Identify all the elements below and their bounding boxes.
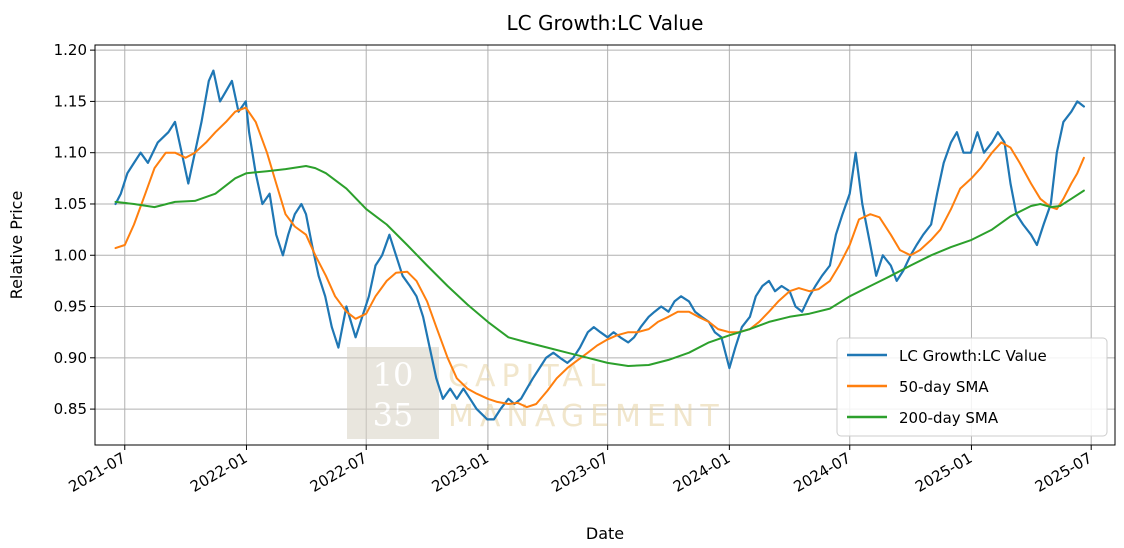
watermark-logo-box (347, 347, 439, 439)
legend-box (836, 337, 1108, 437)
x-tick-label: 2025-07 (1032, 449, 1095, 496)
y-tick-label: 1.10 (54, 144, 87, 162)
y-axis: 0.85 0.90 0.95 1.00 1.05 1.10 1.15 1.20 (54, 41, 95, 418)
x-tick-label: 2025-01 (912, 449, 975, 496)
legend: LC Growth:LC Value 50-day SMA 200-day SMA (836, 337, 1108, 437)
grid (95, 45, 1115, 445)
y-tick-label: 1.20 (54, 41, 87, 59)
y-tick-label: 0.95 (54, 298, 87, 316)
series-line-50-day-sma (114, 106, 1085, 409)
chart-title: LC Growth:LC Value (507, 11, 704, 35)
x-tick-label: 2022-01 (187, 449, 250, 496)
x-axis: 2021-07 2022-01 2022-07 2023-01 2023-07 2024-… (65, 445, 1095, 496)
plot-frame (94, 44, 1116, 446)
x-tick-label: 2023-07 (548, 449, 611, 496)
legend-label: 200-day SMA (899, 409, 999, 427)
y-tick-label: 1.05 (54, 195, 87, 213)
watermark-box-line2: 35 (373, 396, 414, 434)
watermark-line1: CAPITAL (448, 359, 612, 394)
legend-label: 50-day SMA (899, 378, 989, 396)
x-tick-label: 2021-07 (65, 449, 128, 496)
x-axis-label: Date (586, 524, 624, 543)
y-tick-label: 0.85 (54, 400, 87, 418)
y-axis-label: Relative Price (7, 191, 26, 300)
watermark-line2: MANAGEMENT (448, 399, 725, 434)
series-line-lc-growth-lc-value (114, 69, 1085, 421)
x-tick-label: 2022-07 (307, 449, 370, 496)
y-tick-label: 0.90 (54, 349, 87, 367)
watermark-box-line1: 10 (373, 356, 414, 394)
series-layer (114, 69, 1085, 421)
legend-label: LC Growth:LC Value (899, 347, 1047, 365)
y-tick-label: 1.00 (54, 246, 87, 264)
y-tick-label: 1.15 (54, 92, 87, 110)
x-tick-label: 2024-07 (790, 449, 853, 496)
x-tick-label: 2023-01 (429, 449, 492, 496)
watermark: 10 35 CAPITAL MANAGEMENT (347, 347, 725, 439)
series-line-200-day-sma (114, 165, 1085, 367)
x-tick-label: 2024-01 (670, 449, 733, 496)
